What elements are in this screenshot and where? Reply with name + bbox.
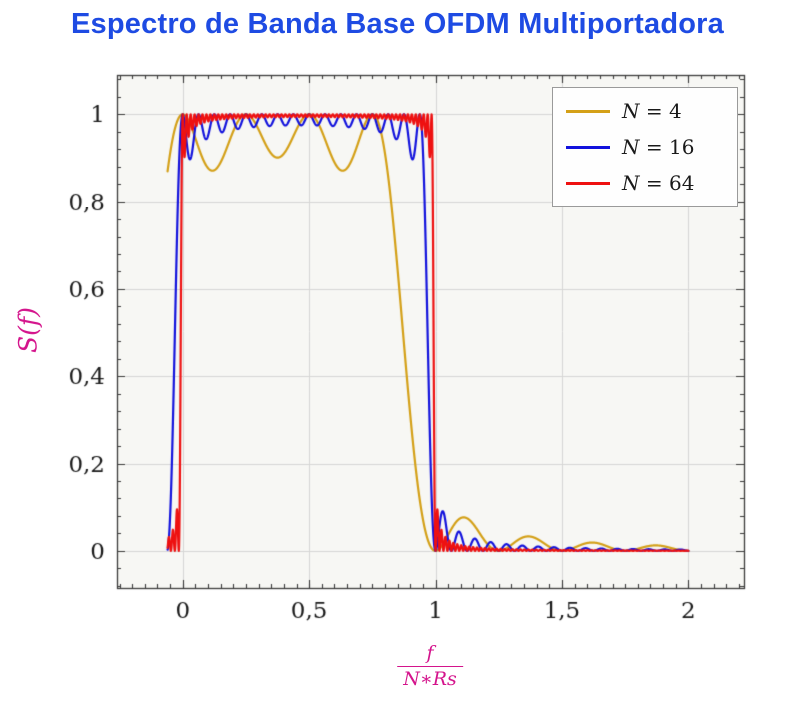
fraction-numerator: f xyxy=(426,642,434,664)
legend: N = 4 N = 16 N = 64 xyxy=(552,87,738,207)
legend-symbol: N xyxy=(622,171,640,195)
legend-label-n64: N = 64 xyxy=(622,171,694,195)
legend-item-n64: N = 64 xyxy=(566,171,724,195)
legend-label-n4: N = 4 xyxy=(622,99,682,123)
x-axis-label-fraction: f N∗Rs xyxy=(397,642,463,691)
legend-eq: = 64 xyxy=(645,171,695,195)
legend-eq: = 16 xyxy=(645,135,695,159)
legend-eq: = 4 xyxy=(645,99,682,123)
legend-item-n4: N = 4 xyxy=(566,99,724,123)
legend-item-n16: N = 16 xyxy=(566,135,724,159)
legend-label-n16: N = 16 xyxy=(622,135,694,159)
legend-line-sample-n16 xyxy=(566,145,610,149)
y-axis-label: S(f) xyxy=(13,307,43,353)
legend-symbol: N xyxy=(622,135,640,159)
legend-symbol: N xyxy=(622,99,640,123)
legend-line-sample-n64 xyxy=(566,181,610,185)
fraction-denominator: N∗Rs xyxy=(397,665,463,691)
legend-line-sample-n4 xyxy=(566,109,610,113)
chart-title: Espectro de Banda Base OFDM Multiportado… xyxy=(71,8,724,40)
